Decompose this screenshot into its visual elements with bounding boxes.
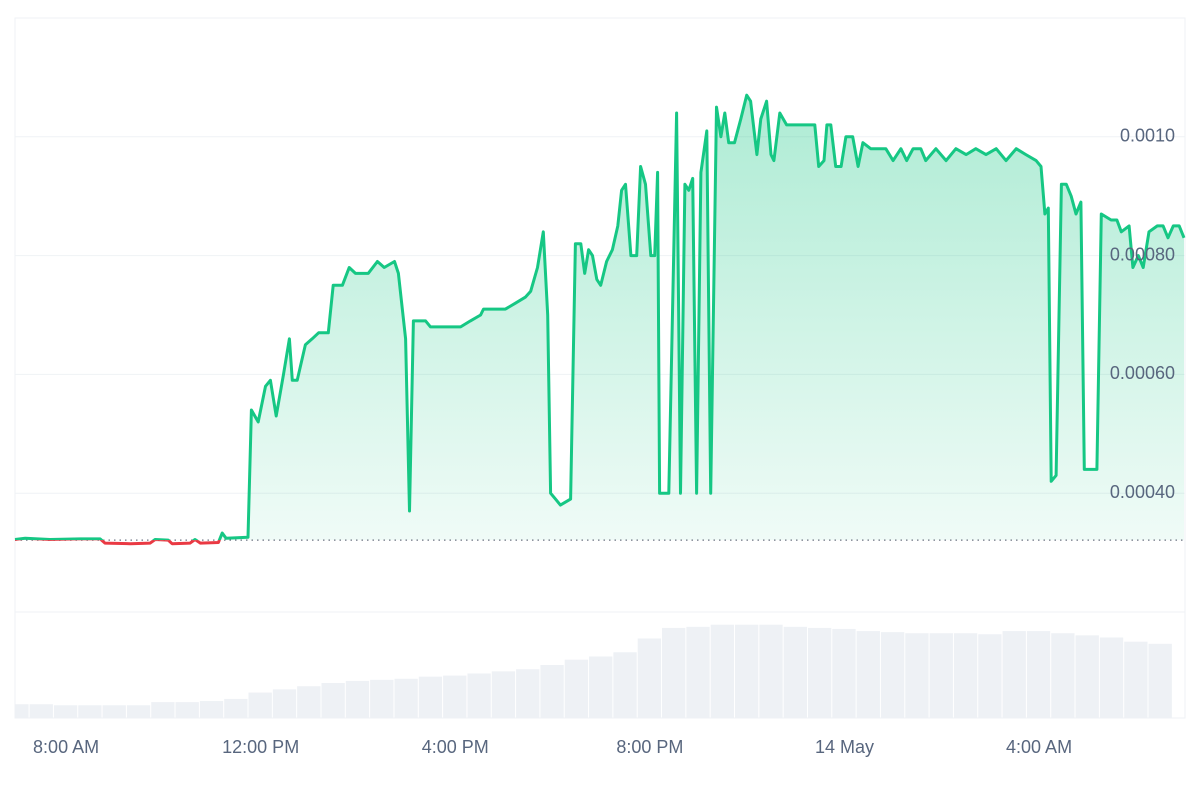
volume-bar (516, 669, 540, 718)
y-tick-label: 0.00080 (1110, 244, 1175, 264)
volume-bar (710, 624, 734, 718)
x-tick-label: 14 May (815, 737, 874, 757)
x-tick-label: 8:00 PM (616, 737, 683, 757)
y-tick-label: 0.00060 (1110, 363, 1175, 383)
volume-bar (297, 686, 321, 718)
volume-bar (491, 671, 516, 718)
volume-bar (248, 692, 272, 718)
volume-bar (735, 624, 759, 718)
volume-bar (175, 702, 199, 718)
volume-bar (759, 624, 783, 718)
volume-bar (126, 705, 151, 718)
volume-bar (443, 675, 467, 718)
volume-bar (15, 704, 29, 718)
volume-bar (345, 680, 370, 718)
volume-bar (686, 626, 710, 718)
volume-bar (540, 665, 564, 718)
volume-bar (807, 627, 832, 718)
volume-bar (29, 704, 53, 718)
volume-bar (1051, 633, 1075, 718)
x-tick-label: 8:00 AM (33, 737, 99, 757)
volume-bar (1075, 635, 1099, 718)
volume-bar (1002, 631, 1026, 718)
volume-bar (905, 633, 929, 718)
volume-bar (394, 678, 418, 718)
volume-bar (929, 633, 953, 718)
volume-bar (953, 633, 978, 718)
volume-bar (1124, 641, 1148, 718)
x-tick-label: 4:00 AM (1006, 737, 1072, 757)
volume-bar (102, 705, 126, 718)
volume-bar (662, 627, 686, 718)
y-tick-label: 0.0010 (1120, 126, 1175, 146)
volume-bar (613, 652, 637, 718)
volume-bar (978, 634, 1002, 718)
x-tick-label: 12:00 PM (222, 737, 299, 757)
volume-bar (1026, 631, 1051, 718)
volume-bar (370, 679, 394, 718)
volume-bar (880, 632, 905, 718)
volume-bar (321, 683, 345, 718)
volume-bar (78, 705, 102, 718)
volume-bar (418, 676, 443, 718)
volume-bar (272, 689, 297, 718)
price-line-up (14, 93, 1186, 541)
y-tick-label: 0.00040 (1110, 482, 1175, 502)
volume-bar (783, 626, 807, 718)
x-tick-label: 4:00 PM (422, 737, 489, 757)
volume-bar (224, 698, 248, 718)
volume-bar (589, 656, 613, 718)
volume-bar (199, 701, 224, 718)
volume-bar (1148, 643, 1172, 718)
volume-bar (467, 673, 491, 718)
volume-bar (832, 628, 856, 718)
volume-bar (637, 638, 662, 718)
volume-bar (1099, 637, 1124, 718)
volume-bar (53, 705, 78, 718)
volume-bar (151, 702, 175, 718)
volume-bar (856, 631, 880, 718)
volume-bar (564, 659, 589, 718)
price-area (15, 95, 1184, 541)
